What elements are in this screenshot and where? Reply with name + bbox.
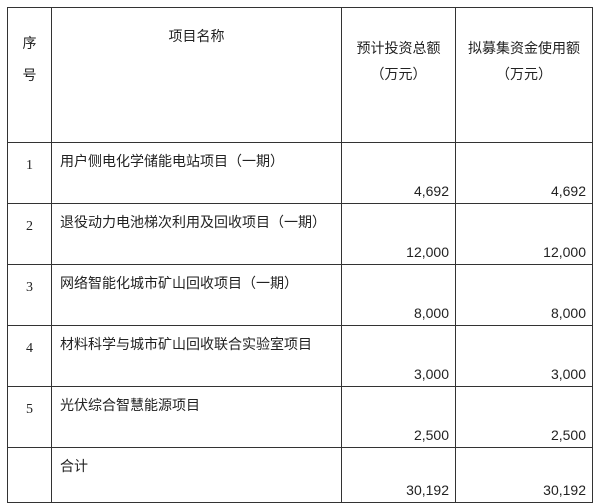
header-seq-line2: 号 bbox=[22, 68, 37, 84]
row-raised: 8,000 bbox=[455, 264, 593, 326]
row-raised: 12,000 bbox=[455, 203, 593, 265]
row-seq: 5 bbox=[7, 386, 52, 448]
row-seq: 3 bbox=[7, 264, 52, 326]
header-row: 序号 项目名称 预计投资总额 （万元） 拟募集资金使用额 （万元） bbox=[7, 7, 593, 143]
row-total: 12,000 bbox=[341, 203, 456, 265]
table-row: 2 退役动力电池梯次利用及回收项目（一期） 12,000 12,000 bbox=[7, 203, 593, 265]
row-name: 光伏综合智慧能源项目 bbox=[51, 386, 342, 448]
total-raised-sum: 30,192 bbox=[455, 447, 593, 503]
total-row: 合计 30,192 30,192 bbox=[7, 447, 593, 503]
header-raised-funds: 拟募集资金使用额 （万元） bbox=[455, 7, 593, 143]
row-raised: 3,000 bbox=[455, 325, 593, 387]
row-raised: 4,692 bbox=[455, 142, 593, 204]
investment-table: 序号 项目名称 预计投资总额 （万元） 拟募集资金使用额 （万元） 1 用户侧电化学… bbox=[7, 7, 593, 503]
header-seq-line1: 序 bbox=[22, 36, 37, 52]
row-name: 材料科学与城市矿山回收联合实验室项目 bbox=[51, 325, 342, 387]
header-raised-line2: （万元） bbox=[496, 67, 552, 83]
header-total-line1: 预计投资总额 bbox=[356, 41, 441, 57]
row-raised: 2,500 bbox=[455, 386, 593, 448]
row-seq: 2 bbox=[7, 203, 52, 265]
total-seq bbox=[7, 447, 52, 503]
row-name: 网络智能化城市矿山回收项目（一期） bbox=[51, 264, 342, 326]
total-investment-sum: 30,192 bbox=[341, 447, 456, 503]
header-total-investment: 预计投资总额 （万元） bbox=[341, 7, 456, 143]
header-name: 项目名称 bbox=[51, 7, 342, 143]
row-total: 4,692 bbox=[341, 142, 456, 204]
row-name: 用户侧电化学储能电站项目（一期） bbox=[51, 142, 342, 204]
header-raised-line1: 拟募集资金使用额 bbox=[468, 41, 580, 57]
table-row: 4 材料科学与城市矿山回收联合实验室项目 3,000 3,000 bbox=[7, 325, 593, 387]
table-row: 3 网络智能化城市矿山回收项目（一期） 8,000 8,000 bbox=[7, 264, 593, 326]
row-total: 8,000 bbox=[341, 264, 456, 326]
row-total: 2,500 bbox=[341, 386, 456, 448]
row-name: 退役动力电池梯次利用及回收项目（一期） bbox=[51, 203, 342, 265]
row-total: 3,000 bbox=[341, 325, 456, 387]
total-label: 合计 bbox=[51, 447, 342, 503]
header-seq: 序号 bbox=[7, 7, 52, 143]
row-seq: 4 bbox=[7, 325, 52, 387]
row-seq: 1 bbox=[7, 142, 52, 204]
table-row: 5 光伏综合智慧能源项目 2,500 2,500 bbox=[7, 386, 593, 448]
table-row: 1 用户侧电化学储能电站项目（一期） 4,692 4,692 bbox=[7, 142, 593, 204]
header-total-line2: （万元） bbox=[370, 67, 427, 83]
